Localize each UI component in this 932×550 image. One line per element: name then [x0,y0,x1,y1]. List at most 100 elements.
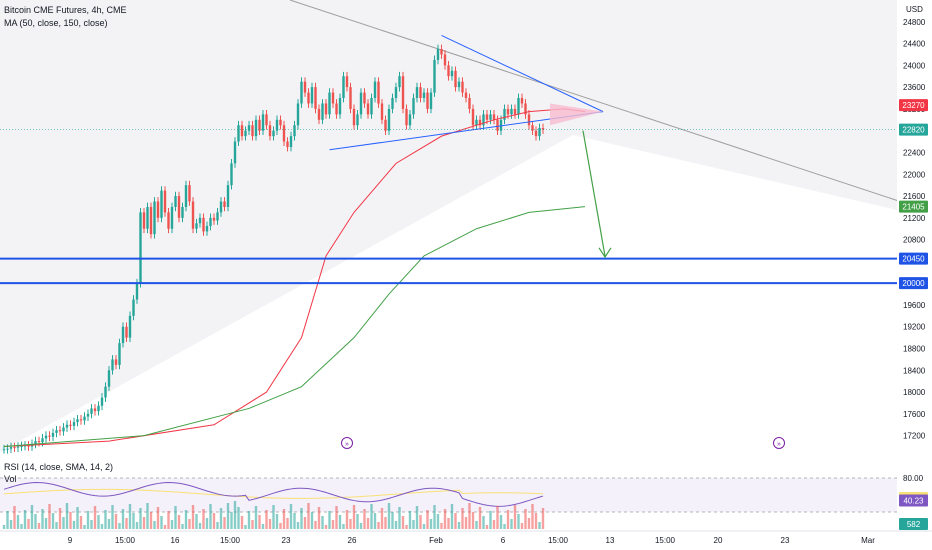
volume-bar [387,503,391,529]
ma50-line [3,108,586,448]
x-tick-label: 9 [68,536,73,545]
volume-bar [44,518,48,529]
candle-body [132,299,135,316]
svg-text:21405: 21405 [902,203,925,212]
candle-body [65,424,69,428]
rsi-line [3,482,544,507]
volume-bar [247,511,251,529]
volume-bar [408,511,412,529]
candle-body [153,201,156,235]
svg-text:40.23: 40.23 [903,497,924,506]
candle-body [422,92,426,99]
candle-body [86,413,90,417]
candle-body [531,125,534,131]
volume-bar [198,523,202,529]
volume-bar [517,514,520,529]
volume-bar [209,504,212,529]
volume-bar [121,509,125,529]
price-tag: 40.23 [899,494,928,507]
volume-bar [345,510,349,529]
candle-body [506,108,510,115]
volume-bar [415,506,419,529]
volume-bar [289,504,293,529]
volume-bar [279,523,282,529]
candle-body [37,441,41,443]
candle-body [433,59,436,93]
volume-bar [251,520,254,529]
candle-body [104,386,107,398]
volume-bar [114,514,118,529]
candle-body [440,49,443,55]
candle-body [72,422,76,426]
timer-icon [341,437,353,449]
volume-bar [307,503,310,529]
volume-bar [443,509,447,529]
candle-body [310,87,314,104]
y-tick-label: 17600 [903,410,926,419]
volume-bar [401,516,405,529]
volume-bar [335,506,338,529]
candle-body [272,130,275,137]
candle-body [317,108,321,120]
volume-bar [282,509,286,529]
volume-bar [146,503,149,529]
x-tick-label: 20 [714,536,723,545]
svg-text:20450: 20450 [902,255,925,264]
volume-bar [527,518,531,529]
volume-bar [324,525,328,529]
volume-pane [2,501,545,529]
volume-bar [233,501,237,529]
price-tag: 20450 [899,252,928,265]
volume-bar [226,503,230,529]
candle-body [62,427,65,432]
timer-icon-glyph: » [345,441,349,448]
candle-body [513,108,517,115]
candle-body [198,217,202,224]
timer-icon-glyph: » [777,441,781,448]
volume-bar [55,522,58,529]
candle-body [342,76,345,99]
candle-body [170,206,174,229]
candle-body [188,185,191,202]
candle-body [146,206,149,229]
x-tick-label: 16 [171,536,180,545]
candle-body [282,125,286,142]
candle-body [384,119,387,131]
volume-bar [303,517,307,529]
y-tick-label: 22000 [903,170,926,179]
volume-bar [272,505,275,529]
candle-body [2,449,6,451]
candle-body [90,408,93,414]
volume-bar [300,508,303,529]
volume-bar [142,517,146,529]
volume-bar [62,517,65,529]
candle-body [163,190,167,213]
volume-bar [398,507,401,529]
volume-bar [468,503,471,529]
candle-body [541,127,545,130]
volume-bar [167,511,170,529]
candle-body [219,201,223,213]
candle-body [184,185,188,207]
candle-body [51,432,55,437]
candle-body [412,98,415,115]
candle-body [27,445,30,447]
volume-bar [202,509,205,529]
candle-body [107,370,111,387]
volume-bar [30,505,34,529]
candle-body [233,141,237,164]
volume-bar [135,522,139,529]
candle-body [429,92,433,109]
candle-body [489,114,492,120]
candle-body [524,103,527,115]
y-tick-label: 21600 [903,192,926,201]
volume-bar [366,518,370,529]
candle-body [237,125,240,142]
volume-bar [216,522,219,529]
candle-body [300,81,303,104]
volume-bar [492,520,496,529]
candle-body [48,435,51,437]
volume-bar [293,513,296,529]
